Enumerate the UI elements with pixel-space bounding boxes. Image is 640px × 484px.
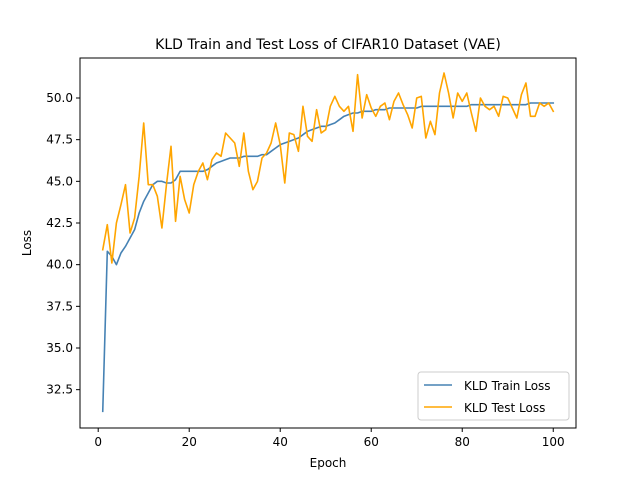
x-tick-label: 40: [273, 435, 288, 449]
y-axis-label: Loss: [20, 230, 34, 256]
y-tick-label: 42.5: [46, 216, 73, 230]
x-tick-label: 20: [182, 435, 197, 449]
plot-frame: [79, 57, 577, 429]
legend-box: [417, 371, 570, 421]
legend: KLD Train Loss KLD Test Loss: [417, 371, 570, 421]
legend-test-label: KLD Test Loss: [464, 401, 545, 415]
y-tick-label: 40.0: [46, 258, 73, 272]
y-tick-label: 32.5: [46, 383, 73, 397]
y-tick-label: 35.0: [46, 341, 73, 355]
x-tick-label: 0: [94, 435, 102, 449]
series-line-train: [101, 102, 555, 413]
legend-train-label: KLD Train Loss: [464, 379, 551, 393]
chart-title: KLD Train and Test Loss of CIFAR10 Datas…: [155, 37, 501, 53]
series-line-test: [101, 72, 555, 264]
x-tick-label: 80: [455, 435, 470, 449]
y-tick-label: 37.5: [46, 299, 73, 313]
x-tick-label: 100: [542, 435, 565, 449]
plot-area: [101, 72, 555, 413]
y-tick-label: 50.0: [46, 91, 73, 105]
axis-ticks: 0 20 40 60 80 100 32.5 35.0 37.5 40.0 42.5 45.0 47.5…: [46, 91, 564, 449]
y-tick-label: 45.0: [46, 174, 73, 188]
x-tick-label: 60: [364, 435, 379, 449]
y-tick-label: 47.5: [46, 133, 73, 147]
x-axis-label: Epoch: [310, 456, 347, 470]
